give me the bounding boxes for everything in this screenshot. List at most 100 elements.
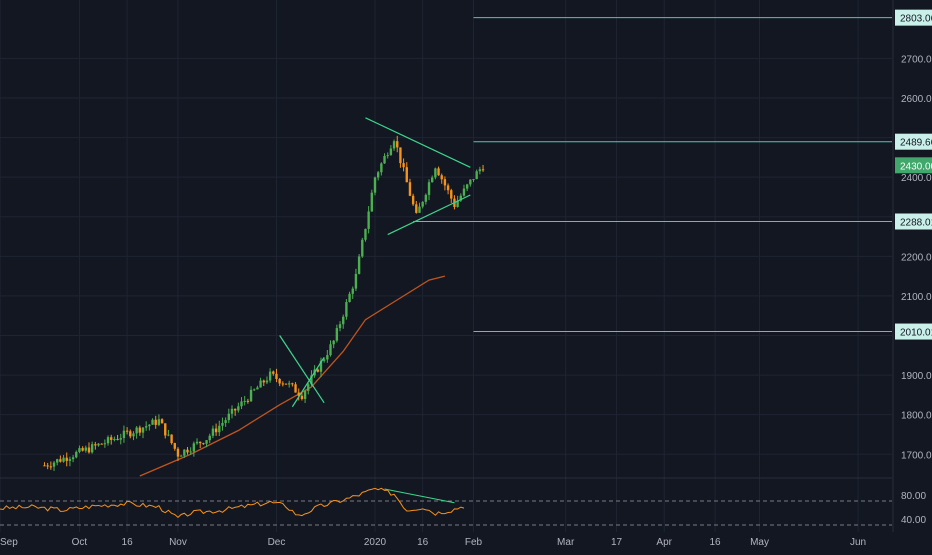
candle-body bbox=[370, 192, 374, 212]
price-tick-label: 2700.00 bbox=[901, 54, 932, 65]
candle-body bbox=[446, 185, 450, 191]
candle-body bbox=[348, 293, 351, 303]
candle-body bbox=[322, 359, 326, 361]
candle-body bbox=[78, 448, 81, 452]
horizontal-levels[interactable] bbox=[413, 17, 893, 333]
candle-body bbox=[364, 228, 367, 240]
candle-body bbox=[342, 316, 345, 325]
candle-body bbox=[380, 163, 383, 173]
candle-body bbox=[354, 273, 358, 289]
candle-body bbox=[43, 465, 46, 467]
price-axis[interactable]: 1700.001800.001900.002000.002100.002200.… bbox=[895, 9, 932, 526]
time-tick-label: 16 bbox=[417, 537, 429, 548]
level-price-tag bbox=[895, 9, 932, 26]
candle-body bbox=[459, 195, 462, 201]
candle-body bbox=[300, 395, 304, 399]
candle-body bbox=[138, 427, 142, 433]
candle-body bbox=[431, 177, 434, 183]
candle-body bbox=[329, 344, 332, 356]
candle-body bbox=[243, 400, 246, 402]
candle-body bbox=[211, 428, 215, 436]
level-price-label: 2288.01 bbox=[900, 218, 932, 229]
candle-body bbox=[462, 188, 466, 196]
moving-average-line bbox=[139, 275, 446, 477]
candle-body bbox=[129, 431, 132, 437]
rsi-pane[interactable] bbox=[0, 487, 893, 526]
candle-body bbox=[157, 419, 161, 425]
candle-body bbox=[335, 328, 339, 341]
candle-body bbox=[351, 288, 354, 294]
candle-body bbox=[386, 155, 389, 157]
candle-body bbox=[259, 380, 262, 388]
time-tick-label: Feb bbox=[465, 537, 483, 548]
candle-body bbox=[59, 459, 62, 462]
level-price-tag bbox=[895, 213, 932, 230]
candle-body bbox=[253, 389, 256, 391]
candle-body bbox=[345, 302, 348, 317]
candle-body bbox=[68, 459, 72, 461]
candle-body bbox=[297, 392, 300, 396]
candle-body bbox=[71, 457, 75, 460]
candle-body bbox=[475, 171, 478, 180]
candle-body bbox=[396, 141, 399, 148]
price-tick-label: 1900.00 bbox=[901, 371, 932, 382]
candle-body bbox=[208, 435, 211, 441]
level-price-label: 2803.06 bbox=[900, 14, 932, 25]
candle-body bbox=[49, 466, 53, 468]
candle-body bbox=[199, 441, 202, 444]
current-price-tag bbox=[895, 157, 932, 174]
trendlines[interactable] bbox=[279, 117, 471, 408]
candle-body bbox=[402, 163, 405, 168]
candle-body bbox=[411, 195, 415, 205]
candle-body bbox=[281, 383, 285, 385]
candle-body bbox=[278, 378, 281, 384]
time-tick-label: 16 bbox=[122, 537, 134, 548]
candle-body bbox=[268, 371, 272, 381]
level-price-tag bbox=[895, 133, 932, 150]
candle-body bbox=[249, 389, 253, 402]
candle-body bbox=[272, 371, 275, 374]
candle-body bbox=[424, 194, 428, 202]
time-axis[interactable]: Sep Oct 16 Nov Dec 2020 16 Feb Mar 17 Apr 16 May Jun bbox=[0, 537, 866, 548]
time-tick-label: Jun bbox=[850, 537, 866, 548]
candle-body bbox=[110, 437, 113, 440]
candle-body bbox=[408, 182, 412, 196]
candle-body bbox=[440, 175, 443, 180]
candle-body bbox=[326, 355, 329, 360]
candle-body bbox=[75, 451, 78, 458]
candle-body bbox=[65, 457, 68, 461]
candle-body bbox=[116, 439, 119, 441]
candle-body bbox=[288, 383, 291, 385]
time-tick-label: Dec bbox=[268, 537, 286, 548]
candle-body bbox=[214, 428, 218, 433]
candle-body bbox=[389, 148, 393, 156]
candle-body bbox=[256, 387, 259, 390]
candle-body bbox=[148, 424, 151, 427]
candle-body bbox=[103, 443, 107, 445]
candle-body bbox=[357, 256, 361, 274]
candle-body bbox=[427, 182, 431, 195]
candle-body bbox=[189, 451, 192, 453]
candle-body bbox=[376, 172, 380, 178]
time-tick-label: Mar bbox=[557, 537, 575, 548]
candle-body bbox=[421, 201, 424, 207]
candle-body bbox=[478, 169, 482, 172]
candle-body bbox=[195, 441, 199, 444]
rsi-trendline bbox=[384, 488, 455, 504]
candle-body bbox=[135, 427, 138, 434]
candle-body bbox=[173, 443, 176, 449]
candle-body bbox=[87, 447, 91, 453]
candle-body bbox=[167, 434, 170, 436]
time-tick-label: 16 bbox=[709, 537, 721, 548]
candle-body bbox=[392, 141, 396, 149]
candle-body bbox=[164, 423, 167, 436]
candle-body bbox=[240, 401, 243, 407]
candle-body bbox=[262, 380, 265, 383]
candle-body bbox=[316, 369, 319, 372]
trendline bbox=[279, 335, 325, 404]
candle-body bbox=[81, 448, 84, 451]
candle-body bbox=[205, 440, 208, 444]
